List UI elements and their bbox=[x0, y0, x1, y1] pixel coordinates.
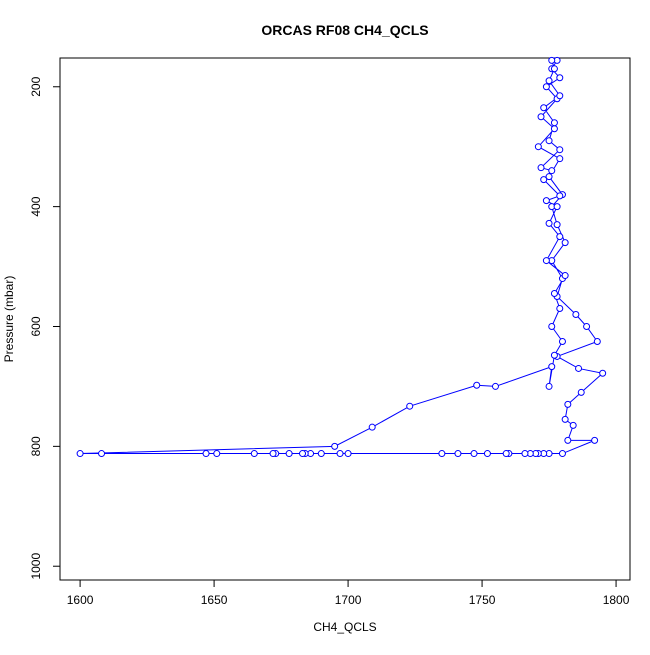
data-point bbox=[569, 421, 577, 429]
data-point bbox=[553, 203, 561, 211]
data-point bbox=[336, 450, 344, 458]
data-point bbox=[556, 92, 564, 100]
data-point bbox=[577, 388, 585, 396]
y-tick-label: 600 bbox=[29, 316, 43, 336]
x-tick-label: 1650 bbox=[201, 593, 228, 607]
data-point bbox=[269, 450, 277, 458]
data-point bbox=[548, 167, 556, 175]
data-point bbox=[540, 176, 548, 184]
data-point bbox=[550, 125, 558, 133]
data-point bbox=[285, 450, 293, 458]
data-point bbox=[76, 450, 84, 458]
data-point bbox=[368, 423, 376, 431]
data-point bbox=[550, 290, 558, 298]
data-point bbox=[593, 337, 601, 345]
plot-frame bbox=[59, 57, 631, 581]
y-tick-label: 400 bbox=[29, 196, 43, 216]
data-point bbox=[545, 382, 553, 390]
data-point bbox=[483, 450, 491, 458]
data-point bbox=[550, 119, 558, 127]
data-point bbox=[317, 450, 325, 458]
y-tick-label: 800 bbox=[29, 436, 43, 456]
data-point bbox=[545, 77, 553, 85]
x-tick-label: 1750 bbox=[469, 593, 496, 607]
data-point bbox=[454, 450, 462, 458]
x-axis-label: CH4_QCLS bbox=[313, 620, 376, 634]
data-point bbox=[545, 173, 553, 181]
chart-title: ORCAS RF08 CH4_QCLS bbox=[261, 22, 428, 38]
data-point bbox=[534, 143, 542, 151]
data-point bbox=[299, 450, 307, 458]
data-point bbox=[561, 272, 569, 280]
data-point bbox=[556, 192, 564, 200]
y-axis-label: Pressure (mbar) bbox=[2, 276, 16, 363]
data-point bbox=[537, 164, 545, 172]
data-point bbox=[564, 400, 572, 408]
data-point bbox=[202, 450, 210, 458]
data-point bbox=[438, 450, 446, 458]
data-point bbox=[344, 450, 352, 458]
data-point bbox=[591, 436, 599, 444]
x-tick-label: 1800 bbox=[603, 593, 630, 607]
data-point bbox=[542, 197, 550, 205]
data-point bbox=[521, 450, 529, 458]
data-point bbox=[548, 363, 556, 371]
data-point bbox=[556, 74, 564, 82]
x-tick-label: 1600 bbox=[67, 593, 94, 607]
data-point bbox=[98, 450, 106, 458]
data-point bbox=[550, 351, 558, 359]
data-point bbox=[545, 219, 553, 227]
data-point bbox=[561, 415, 569, 423]
y-tick-label: 200 bbox=[29, 76, 43, 96]
data-point bbox=[491, 382, 499, 390]
data-point bbox=[473, 381, 481, 389]
y-tick-label: 1000 bbox=[29, 553, 43, 580]
data-point bbox=[558, 337, 566, 345]
data-point bbox=[556, 146, 564, 154]
x-tick-label: 1700 bbox=[335, 593, 362, 607]
data-point bbox=[553, 221, 561, 229]
data-point bbox=[564, 436, 572, 444]
data-point bbox=[583, 322, 591, 330]
data-point bbox=[542, 83, 550, 91]
data-point bbox=[572, 311, 580, 319]
data-point bbox=[556, 155, 564, 163]
data-point bbox=[537, 113, 545, 121]
data-point bbox=[556, 305, 564, 313]
data-point bbox=[331, 442, 339, 450]
data-point bbox=[502, 450, 510, 458]
data-point bbox=[545, 137, 553, 145]
data-point bbox=[213, 450, 221, 458]
data-point bbox=[542, 257, 550, 265]
data-point bbox=[550, 65, 558, 73]
data-point bbox=[406, 402, 414, 410]
data-point bbox=[558, 450, 566, 458]
data-point bbox=[548, 56, 556, 64]
data-point bbox=[470, 450, 478, 458]
data-point bbox=[599, 369, 607, 377]
data-point bbox=[540, 104, 548, 112]
data-point bbox=[250, 450, 258, 458]
data-point bbox=[575, 364, 583, 372]
data-point bbox=[548, 322, 556, 330]
data-point bbox=[561, 239, 569, 247]
data-point bbox=[556, 233, 564, 241]
